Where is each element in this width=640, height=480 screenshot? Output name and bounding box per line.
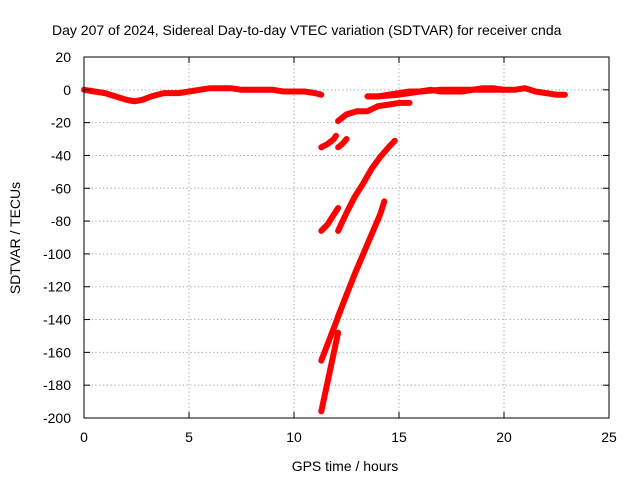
- data-segment-8: [318, 308, 344, 364]
- x-tick-label: 15: [391, 429, 407, 445]
- data-segment-6: [318, 205, 342, 234]
- data-segment-4: [318, 132, 339, 151]
- x-tick-label: 25: [601, 429, 617, 445]
- axis-ticks: [83, 56, 610, 419]
- y-tick-label: -120: [43, 279, 71, 295]
- data-segment-0: [81, 85, 325, 105]
- y-tick-label: -180: [43, 377, 71, 393]
- y-tick-label: -20: [51, 115, 71, 131]
- y-tick-label: -40: [51, 147, 71, 163]
- y-tick-label: -80: [51, 213, 71, 229]
- y-tick-label: -60: [51, 180, 71, 196]
- data-series: [81, 85, 568, 415]
- grid-lines: [84, 57, 609, 418]
- y-axis-label: SDTVAR / TECUs: [7, 182, 23, 294]
- data-segment-5: [335, 136, 350, 151]
- y-tick-label: 20: [55, 49, 71, 65]
- data-segment-9: [318, 329, 342, 415]
- axis-tick-labels: 0 5 10 15 20 25 20 0 -20 -40 -60 -80 -100 -120 -140 -16…: [43, 49, 617, 445]
- chart-title: Day 207 of 2024, Sidereal Day-to-day VTE…: [52, 22, 562, 38]
- y-tick-label: -140: [43, 312, 71, 328]
- x-tick-label: 5: [185, 429, 193, 445]
- data-segment-7: [335, 137, 398, 234]
- plot-frame: [83, 56, 610, 419]
- data-segment-2: [364, 86, 507, 100]
- data-segment-3: [335, 99, 413, 124]
- y-tick-label: -200: [43, 410, 71, 426]
- y-tick-label: -100: [43, 246, 71, 262]
- data-segment-10: [335, 198, 388, 320]
- y-tick-label: -160: [43, 344, 71, 360]
- y-tick-label: 0: [63, 82, 71, 98]
- x-tick-label: 20: [496, 429, 512, 445]
- x-tick-label: 10: [286, 429, 302, 445]
- x-tick-label: 0: [80, 429, 88, 445]
- x-axis-label: GPS time / hours: [292, 458, 399, 474]
